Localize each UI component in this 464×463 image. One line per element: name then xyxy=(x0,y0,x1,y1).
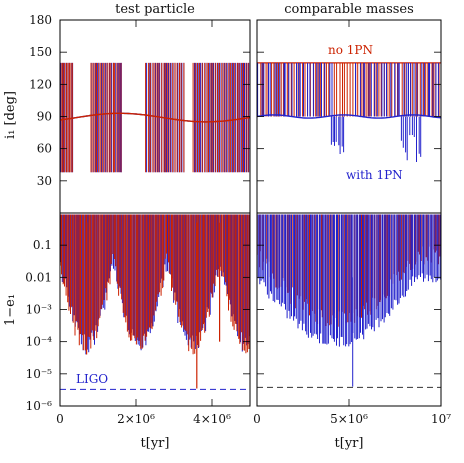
ylabel-inclination: i₁ [deg] xyxy=(3,91,18,139)
xtick-label-bl: 0 xyxy=(56,412,64,426)
panel-inclination-test-particle xyxy=(60,62,250,173)
ytick-label-inclination: 90 xyxy=(37,110,52,124)
ytick-label-inclination: 60 xyxy=(37,142,52,156)
series-spikes-blue xyxy=(257,214,441,347)
xtick-label-br: 10⁷ xyxy=(431,412,451,426)
xlabel-right: t[yr] xyxy=(335,436,364,451)
title-comparable-masses: comparable masses xyxy=(284,2,414,17)
ytick-label-eccentricity: 10⁻³ xyxy=(26,303,53,317)
ylabel-eccentricity: 1−e₁ xyxy=(3,294,18,326)
axes: 30 60 90 120 150 180 10⁻⁶ 10⁻⁵ 10⁻⁴ 10⁻³ 0.01 0.1 0 2… xyxy=(25,13,451,426)
ytick-label-eccentricity: 10⁻⁵ xyxy=(26,367,53,381)
xtick-label-bl: 4×10⁶ xyxy=(193,412,231,426)
ytick-label-eccentricity: 0.01 xyxy=(25,270,52,284)
annotation-no-1pn: no 1PN xyxy=(328,43,373,57)
annotation-with-1pn: with 1PN xyxy=(346,168,403,182)
ytick-label-eccentricity: 0.1 xyxy=(33,238,52,252)
series-line-blue xyxy=(257,114,441,119)
xtick-label-br: 0 xyxy=(253,412,261,426)
xlabel-left: t[yr] xyxy=(141,436,170,451)
ytick-label-inclination: 120 xyxy=(29,77,52,91)
xtick-label-br: 5×10⁶ xyxy=(330,412,368,426)
series-spikes-blue xyxy=(257,62,439,162)
title-test-particle: test particle xyxy=(115,2,195,17)
panel-eccentricity-test-particle xyxy=(60,214,250,390)
ytick-label-eccentricity: 10⁻⁶ xyxy=(26,399,53,413)
annotation-ligo: LIGO xyxy=(76,372,108,386)
panel-inclination-comparable-masses xyxy=(257,62,441,162)
ytick-label-eccentricity: 10⁻⁴ xyxy=(26,335,53,349)
ytick-label-inclination: 180 xyxy=(29,13,52,27)
ytick-label-inclination: 30 xyxy=(37,174,52,188)
panel-eccentricity-comparable-masses xyxy=(257,214,441,388)
ytick-label-inclination: 150 xyxy=(29,45,52,59)
xtick-label-bl: 2×10⁶ xyxy=(117,412,155,426)
